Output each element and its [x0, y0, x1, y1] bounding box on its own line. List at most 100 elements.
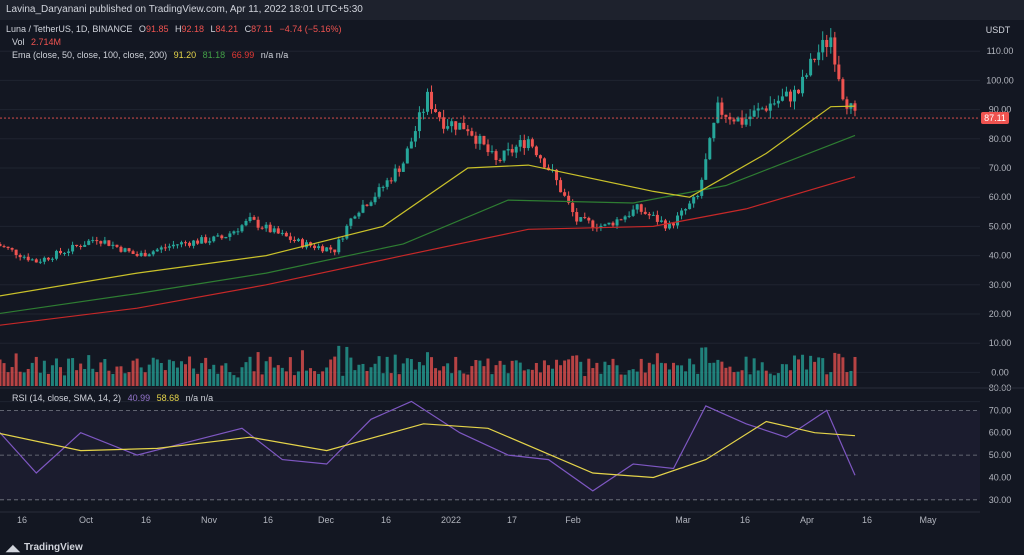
candle-body: [123, 248, 127, 252]
price-tick-label: 110.00: [987, 46, 1014, 56]
candle-body: [530, 139, 534, 147]
candle-body: [196, 240, 200, 244]
volume-bar: [849, 370, 853, 386]
candle-body: [26, 256, 30, 261]
volume-bar: [38, 372, 42, 386]
rsi-label: RSI (14, close, SMA, 14, 2): [12, 393, 122, 403]
candle-body: [67, 251, 71, 253]
low-label: L: [210, 24, 216, 34]
volume-bar: [748, 374, 752, 386]
candle-body: [466, 129, 470, 132]
volume-bar: [659, 362, 663, 386]
candle-body: [224, 236, 228, 239]
rsi-legend: RSI (14, close, SMA, 14, 2) 40.99 58.68 …: [12, 393, 213, 403]
candle-body: [228, 233, 232, 237]
volume-bar: [54, 358, 58, 386]
volume-bar: [200, 363, 204, 386]
candle-body: [809, 58, 813, 76]
candle-body: [317, 246, 321, 249]
volume-bar: [768, 373, 772, 386]
volume-bar: [667, 369, 671, 386]
volume-bar: [393, 354, 397, 386]
price-tick-label: 100.00: [986, 75, 1014, 85]
volume-bar: [680, 365, 684, 386]
volume-bar: [631, 369, 635, 386]
volume-bar: [34, 356, 38, 386]
time-tick-label: 16: [381, 515, 391, 525]
volume-bar: [797, 359, 801, 386]
rsi-sma-line: [0, 420, 856, 479]
candle-body: [607, 222, 611, 225]
candle-body: [240, 225, 244, 232]
time-tick-label: 16: [141, 515, 151, 525]
volume-bar: [490, 374, 494, 386]
volume-bar: [151, 357, 155, 386]
volume-bar: [143, 372, 147, 386]
candle-body: [119, 246, 123, 252]
volume-bar: [296, 371, 300, 386]
candle-body: [264, 224, 268, 229]
volume-bar: [700, 347, 704, 386]
volume-bar: [220, 365, 224, 386]
volume-value: 2.714M: [31, 37, 62, 47]
volume-bar: [845, 372, 849, 386]
volume-bar: [438, 370, 442, 386]
volume-bar: [329, 359, 333, 386]
volume-bar: [224, 363, 228, 386]
time-tick-label: 16: [17, 515, 27, 525]
candle-body: [409, 141, 413, 149]
volume-bar: [337, 345, 341, 386]
volume-bar: [79, 363, 83, 386]
volume-bar: [482, 366, 486, 386]
candle-body: [526, 139, 530, 149]
volume-bar: [788, 370, 792, 386]
volume-bar: [30, 362, 34, 386]
volume-bar: [567, 359, 571, 386]
volume-bar: [155, 359, 159, 386]
volume-bar: [502, 364, 506, 386]
volume-bar: [571, 355, 575, 386]
ema-label: Ema (close, 50, close, 100, close, 200): [12, 50, 168, 60]
candle-body: [288, 236, 292, 240]
candle-body: [212, 236, 216, 242]
volume-bar: [204, 357, 208, 386]
volume-bar: [522, 370, 526, 386]
price-tick-label: 30.00: [989, 280, 1012, 290]
candle-body: [482, 135, 486, 145]
volume-bar: [103, 359, 107, 386]
candle-body: [567, 195, 571, 203]
candle-body: [30, 259, 34, 261]
volume-bar: [454, 356, 458, 386]
candle-body: [651, 214, 655, 216]
candle-body: [373, 196, 377, 203]
time-tick-label: Feb: [565, 515, 581, 525]
volume-bar: [280, 367, 284, 386]
ema200-value: 66.99: [231, 50, 255, 60]
volume-bar: [615, 365, 619, 386]
volume-bar: [627, 370, 631, 386]
volume-bar: [647, 362, 651, 386]
candle-body: [559, 180, 563, 193]
candle-body: [688, 203, 692, 210]
candle-body: [167, 246, 171, 248]
volume-bar: [244, 362, 248, 386]
candle-body: [155, 249, 159, 252]
candle-body: [671, 223, 675, 226]
ema-na: n/a n/a: [260, 50, 289, 60]
volume-bar: [309, 368, 313, 386]
candle-body: [50, 258, 54, 260]
volume-bar: [188, 356, 192, 386]
candle-body: [425, 91, 429, 112]
candle-body: [825, 39, 829, 48]
high-value: 92.18: [181, 24, 205, 34]
candle-body: [780, 96, 784, 101]
candle-body: [91, 240, 95, 242]
candle-body: [200, 237, 204, 244]
candle-body: [300, 239, 304, 248]
volume-bar: [752, 358, 756, 386]
volume-bar: [696, 373, 700, 386]
candle-body: [563, 192, 567, 196]
candle-body: [115, 244, 119, 247]
candle-body: [268, 224, 272, 233]
